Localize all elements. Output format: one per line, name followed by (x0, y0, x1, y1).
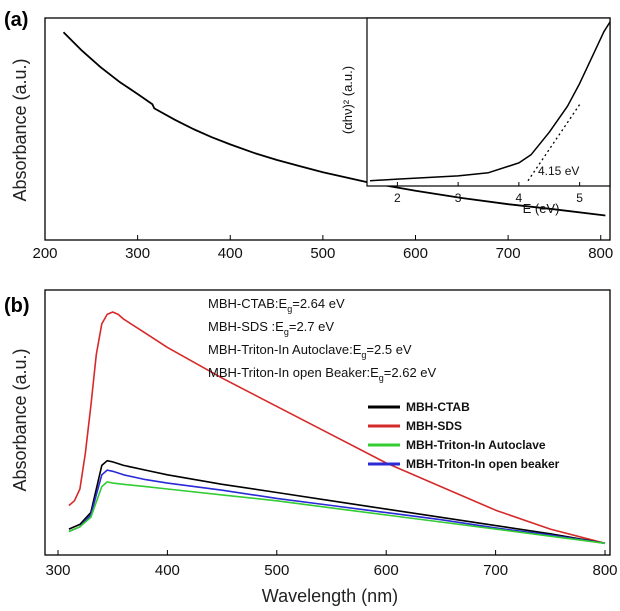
panel-a-label: (a) (4, 9, 28, 31)
panel-a: (a) Absorbance (a.u.) 200 300 400 500 600 700… (4, 9, 613, 262)
panel-a-series-line-0 (62, 31, 606, 217)
legend-label-sds: MBH-SDS (406, 419, 462, 433)
annotation-sds: MBH-SDS :Eg=2.7 eV (208, 319, 334, 337)
inset-x-tick-label-4: 4 (516, 191, 523, 205)
panel-b-x-tick-label-800: 800 (592, 562, 617, 579)
annotation-triton-autoclave: MBH-Triton-In Autoclave:Eg=2.5 eV (208, 342, 412, 360)
panel-a-x-tick-label-500: 500 (310, 245, 335, 262)
panel-b-x-tick-label-600: 600 (374, 562, 399, 579)
annotation-triton-open-beaker: MBH-Triton-In open Beaker:Eg=2.62 eV (208, 365, 437, 383)
panel-b-x-axis-title: Wavelength (nm) (262, 586, 398, 606)
panel-b-series-line-mbh-sds (68, 311, 606, 545)
panel-b: (b) Absorbance (a.u.) Wavelength (nm) 30… (4, 289, 618, 606)
panel-a-inset: 2 3 4 5 (αhν)² (a.u.) E (eV) 4.15 eV (340, 17, 611, 216)
legend-label-ctab: MBH-CTAB (406, 400, 470, 414)
panel-a-series (62, 31, 606, 217)
panel-b-series-line-mbh-ctab (68, 459, 606, 545)
panel-a-x-tick-label-700: 700 (496, 245, 521, 262)
band-gap-annotations: MBH-CTAB:Eg=2.64 eV MBH-SDS :Eg=2.7 eV M… (208, 296, 437, 383)
inset-frame (366, 17, 611, 187)
legend-label-triton-autoclave: MBH-Triton-In Autoclave (406, 438, 546, 452)
inset-x-tick-label-5: 5 (576, 191, 583, 205)
inset-y-axis-title: (αhν)² (a.u.) (340, 66, 355, 134)
inset-x-tick-label-2: 2 (394, 191, 401, 205)
panel-b-x-tick-label-300: 300 (45, 562, 70, 579)
panel-a-x-ticks: 200 300 400 500 600 700 800 (32, 235, 613, 262)
inset-extrapolation-line (527, 104, 581, 182)
inset-annotation: 4.15 eV (538, 164, 579, 178)
panel-a-x-tick-label-800: 800 (588, 245, 613, 262)
inset-series (369, 21, 611, 182)
panel-b-frame (44, 289, 611, 556)
panel-b-x-ticks: 300 400 500 600 700 800 (45, 550, 618, 579)
inset-series-line (369, 21, 611, 182)
inset-x-ticks: 2 3 4 5 (394, 182, 583, 205)
legend: MBH-CTAB MBH-SDS MBH-Triton-In Autoclave… (368, 400, 560, 471)
inset-x-tick-label-3: 3 (455, 191, 462, 205)
panel-b-label: (b) (4, 295, 30, 317)
inset-x-axis-title: E (eV) (523, 201, 560, 216)
panel-a-x-tick-label-600: 600 (403, 245, 428, 262)
panel-a-x-tick-label-200: 200 (32, 245, 57, 262)
panel-b-x-tick-label-700: 700 (483, 562, 508, 579)
panel-b-series (68, 311, 606, 545)
panel-a-x-tick-label-300: 300 (125, 245, 150, 262)
panel-b-x-tick-label-500: 500 (264, 562, 289, 579)
annotation-ctab: MBH-CTAB:Eg=2.64 eV (208, 296, 345, 314)
panel-a-x-tick-label-400: 400 (218, 245, 243, 262)
panel-b-y-axis-title: Absorbance (a.u.) (10, 348, 30, 491)
panel-b-series-line-mbh-triton-in-open-beaker (68, 469, 606, 545)
panel-a-y-axis-title: Absorbance (a.u.) (10, 58, 30, 201)
panel-b-series-line-mbh-triton-in-autoclave (68, 481, 606, 545)
panel-b-x-tick-label-400: 400 (155, 562, 180, 579)
legend-label-triton-open-beaker: MBH-Triton-In open beaker (406, 457, 560, 471)
